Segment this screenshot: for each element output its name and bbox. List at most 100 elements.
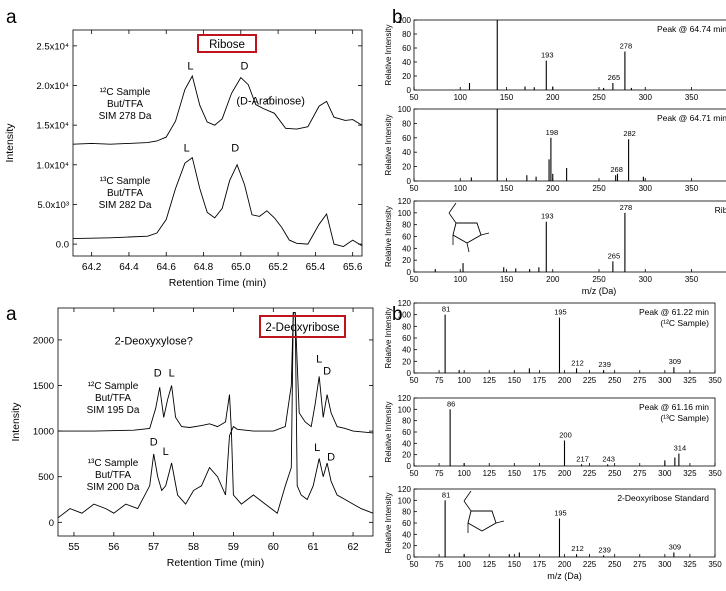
isomer-label-l: L: [316, 354, 322, 366]
sample-label-upper: ¹²C Sample: [100, 87, 151, 98]
y-tick-label: 1.0x10⁴: [36, 160, 69, 171]
y-tick-label: 60: [402, 44, 411, 53]
panel-letter: b: [392, 7, 403, 28]
x-tick-label: 75: [435, 560, 444, 569]
y-tick-label: 2.5x10⁴: [36, 41, 69, 52]
x-tick-label: 150: [500, 184, 514, 193]
peak-label: 81: [442, 490, 450, 499]
y-axis-label: Relative Intensity: [384, 115, 393, 176]
y-axis-label: Intensity: [4, 123, 16, 163]
x-tick-label: 325: [683, 469, 697, 478]
x-tick-label: 100: [454, 275, 468, 284]
sample-label-upper: SIM 278 Da: [99, 111, 152, 122]
x-tick-label: 50: [410, 469, 419, 478]
x-tick-label: 200: [558, 469, 572, 478]
y-tick-label: 100: [398, 105, 412, 114]
x-tick-label: 65.0: [231, 262, 251, 273]
y-tick-label: 0.0: [56, 240, 69, 251]
x-tick-label: 350: [685, 275, 699, 284]
x-tick-label: 125: [483, 560, 497, 569]
y-tick-label: 40: [402, 148, 411, 157]
isomer-label-d: D: [231, 142, 239, 154]
peak-label: 81: [442, 305, 450, 314]
x-tick-label: 350: [685, 93, 699, 102]
y-axis-label: Relative Intensity: [384, 402, 393, 463]
x-tick-label: 60: [268, 542, 280, 553]
y-tick-label: 20: [402, 451, 411, 460]
peak-label: 239: [598, 545, 611, 554]
x-tick-label: 275: [633, 560, 647, 569]
x-tick-label: 350: [708, 469, 722, 478]
x-tick-label: 50: [410, 93, 419, 102]
x-tick-label: 250: [608, 376, 622, 385]
y-axis-label: Intensity: [10, 402, 22, 442]
sample-label-lower: But/TFA: [95, 470, 131, 481]
mass-spectrum-1-2: 5010015020025030035040045002040608010012…: [384, 197, 726, 296]
x-tick-label: 64.8: [194, 262, 214, 273]
sample-label-upper: SIM 195 Da: [87, 405, 140, 416]
chromatogram-panel-0: 64.2 64.4 64.6 64.8 65.0 65.2 65.4 65.6 0.0 5.0x1…: [4, 7, 363, 289]
isomer-label-d: D: [154, 367, 162, 379]
trace-13c: [57, 312, 374, 519]
x-tick-label: 100: [454, 184, 468, 193]
y-tick-label: 40: [402, 346, 411, 355]
x-tick-label: 200: [546, 93, 560, 102]
x-tick-label: 300: [658, 376, 672, 385]
sugar-ring-structure: [452, 222, 482, 244]
x-tick-label: 225: [583, 469, 597, 478]
x-tick-label: 175: [533, 376, 547, 385]
x-tick-label: 300: [639, 93, 653, 102]
structure-bond: [495, 520, 505, 524]
y-tick-label: 80: [402, 221, 411, 230]
trace-13c: [72, 156, 363, 247]
compound-highlight-box: [197, 34, 257, 53]
y-tick-label: 0: [407, 369, 412, 378]
sugar-ring-structure: [467, 510, 497, 532]
annotation: 2-Deoxyxylose?: [115, 335, 193, 347]
y-tick-label: 500: [38, 472, 54, 483]
y-tick-label: 100: [398, 16, 412, 25]
x-tick-label: 100: [454, 93, 468, 102]
x-tick-label: 65.6: [343, 262, 363, 273]
spectrum-title: (¹³C Sample): [660, 413, 709, 423]
isomer-label-l: L: [187, 61, 193, 73]
x-tick-label: 75: [435, 376, 444, 385]
x-tick-label: 150: [500, 93, 514, 102]
compound-label: Ribose: [209, 39, 245, 51]
x-tick-label: 125: [483, 469, 497, 478]
x-axis-label: m/z (Da): [582, 286, 617, 296]
sample-label-upper: But/TFA: [107, 99, 143, 110]
y-tick-label: 0: [407, 553, 412, 562]
x-tick-label: 250: [608, 469, 622, 478]
y-tick-label: 120: [398, 299, 412, 308]
structure-bond: [448, 202, 457, 214]
spectrum-title: 2-Deoxyribose Standard: [617, 493, 709, 503]
x-tick-label: 50: [410, 376, 419, 385]
y-tick-label: 40: [402, 530, 411, 539]
y-tick-label: 40: [402, 439, 411, 448]
structure-bond: [480, 232, 490, 236]
x-tick-label: 300: [639, 275, 653, 284]
peak-label: 278: [620, 42, 633, 51]
y-tick-label: 60: [402, 233, 411, 242]
chromatogram-panel-2: 55 56 57 58 59 60 61 62 0 500 1000 1500 2000 Retentio…: [6, 304, 374, 569]
panel-letter: a: [6, 7, 17, 28]
y-axis-label: Relative Intensity: [384, 25, 393, 86]
isomer-label-l: L: [314, 442, 320, 454]
x-tick-label: 200: [558, 376, 572, 385]
x-tick-label: 58: [188, 542, 200, 553]
spectrum-title: Peak @ 61.22 min: [639, 307, 709, 317]
peak-label: 195: [554, 308, 567, 317]
x-tick-label: 250: [608, 560, 622, 569]
peak-label: 268: [610, 165, 623, 174]
x-tick-label: 275: [633, 469, 647, 478]
plot-frame: [413, 200, 726, 273]
x-tick-label: 250: [592, 275, 606, 284]
x-tick-label: 250: [592, 184, 606, 193]
peak-label: 212: [571, 544, 584, 553]
mass-spectrum-3-1: 50 75 100 125 150 175 200 225 250 275 300 325 350 0 20…: [384, 394, 722, 478]
trace-12c: [72, 74, 363, 145]
peak-label: 86: [447, 399, 455, 408]
x-tick-label: 225: [583, 376, 597, 385]
y-tick-label: 60: [402, 428, 411, 437]
